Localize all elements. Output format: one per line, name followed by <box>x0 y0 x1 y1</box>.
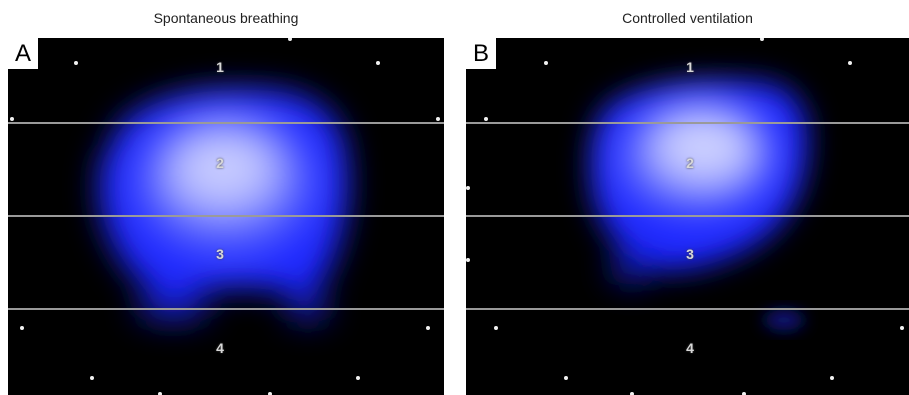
panel-letter-b: B <box>466 38 496 69</box>
region-label-2: 2 <box>686 155 694 171</box>
electrode-dot <box>760 38 764 41</box>
region-label-3: 3 <box>216 246 224 262</box>
region-label-4: 4 <box>216 340 224 356</box>
region-divider-1 <box>466 122 909 124</box>
electrode-dot <box>20 326 24 330</box>
electrode-dot <box>484 117 488 121</box>
eit-image-panel-b: B 1 2 3 4 <box>466 38 909 395</box>
region-label-4: 4 <box>686 340 694 356</box>
region-label-2: 2 <box>216 155 224 171</box>
electrode-dot <box>376 61 380 65</box>
electrode-dot <box>900 326 904 330</box>
electrode-dot <box>544 61 548 65</box>
electrode-dot <box>74 61 78 65</box>
electrode-dot <box>466 258 470 262</box>
electrode-dot <box>848 61 852 65</box>
region-label-1: 1 <box>686 59 694 75</box>
electrode-dot <box>268 392 272 395</box>
ventilation-heatmap-a <box>99 89 348 322</box>
electrode-dot <box>630 392 634 395</box>
electrode-dot <box>426 326 430 330</box>
electrode-dot <box>288 38 292 41</box>
electrode-dot <box>830 376 834 380</box>
region-divider-2 <box>466 215 909 217</box>
ventilation-heatmap-b <box>591 81 808 330</box>
electrode-dot <box>10 117 14 121</box>
panel-letter-a: A <box>8 38 38 69</box>
region-divider-3 <box>8 308 444 310</box>
electrode-dot <box>466 186 470 190</box>
electrode-dot <box>90 376 94 380</box>
region-divider-1 <box>8 122 444 124</box>
electrode-dot <box>742 392 746 395</box>
electrode-dot <box>436 117 440 121</box>
eit-image-panel-a: A 1 2 3 4 <box>8 38 444 395</box>
electrode-dot <box>494 326 498 330</box>
caption-controlled-ventilation: Controlled ventilation <box>622 10 753 26</box>
region-divider-3 <box>466 308 909 310</box>
region-divider-2 <box>8 215 444 217</box>
region-label-1: 1 <box>216 59 224 75</box>
electrode-dot <box>158 392 162 395</box>
electrode-dot <box>564 376 568 380</box>
region-label-3: 3 <box>686 246 694 262</box>
caption-spontaneous-breathing: Spontaneous breathing <box>153 10 299 26</box>
electrode-dot <box>356 376 360 380</box>
